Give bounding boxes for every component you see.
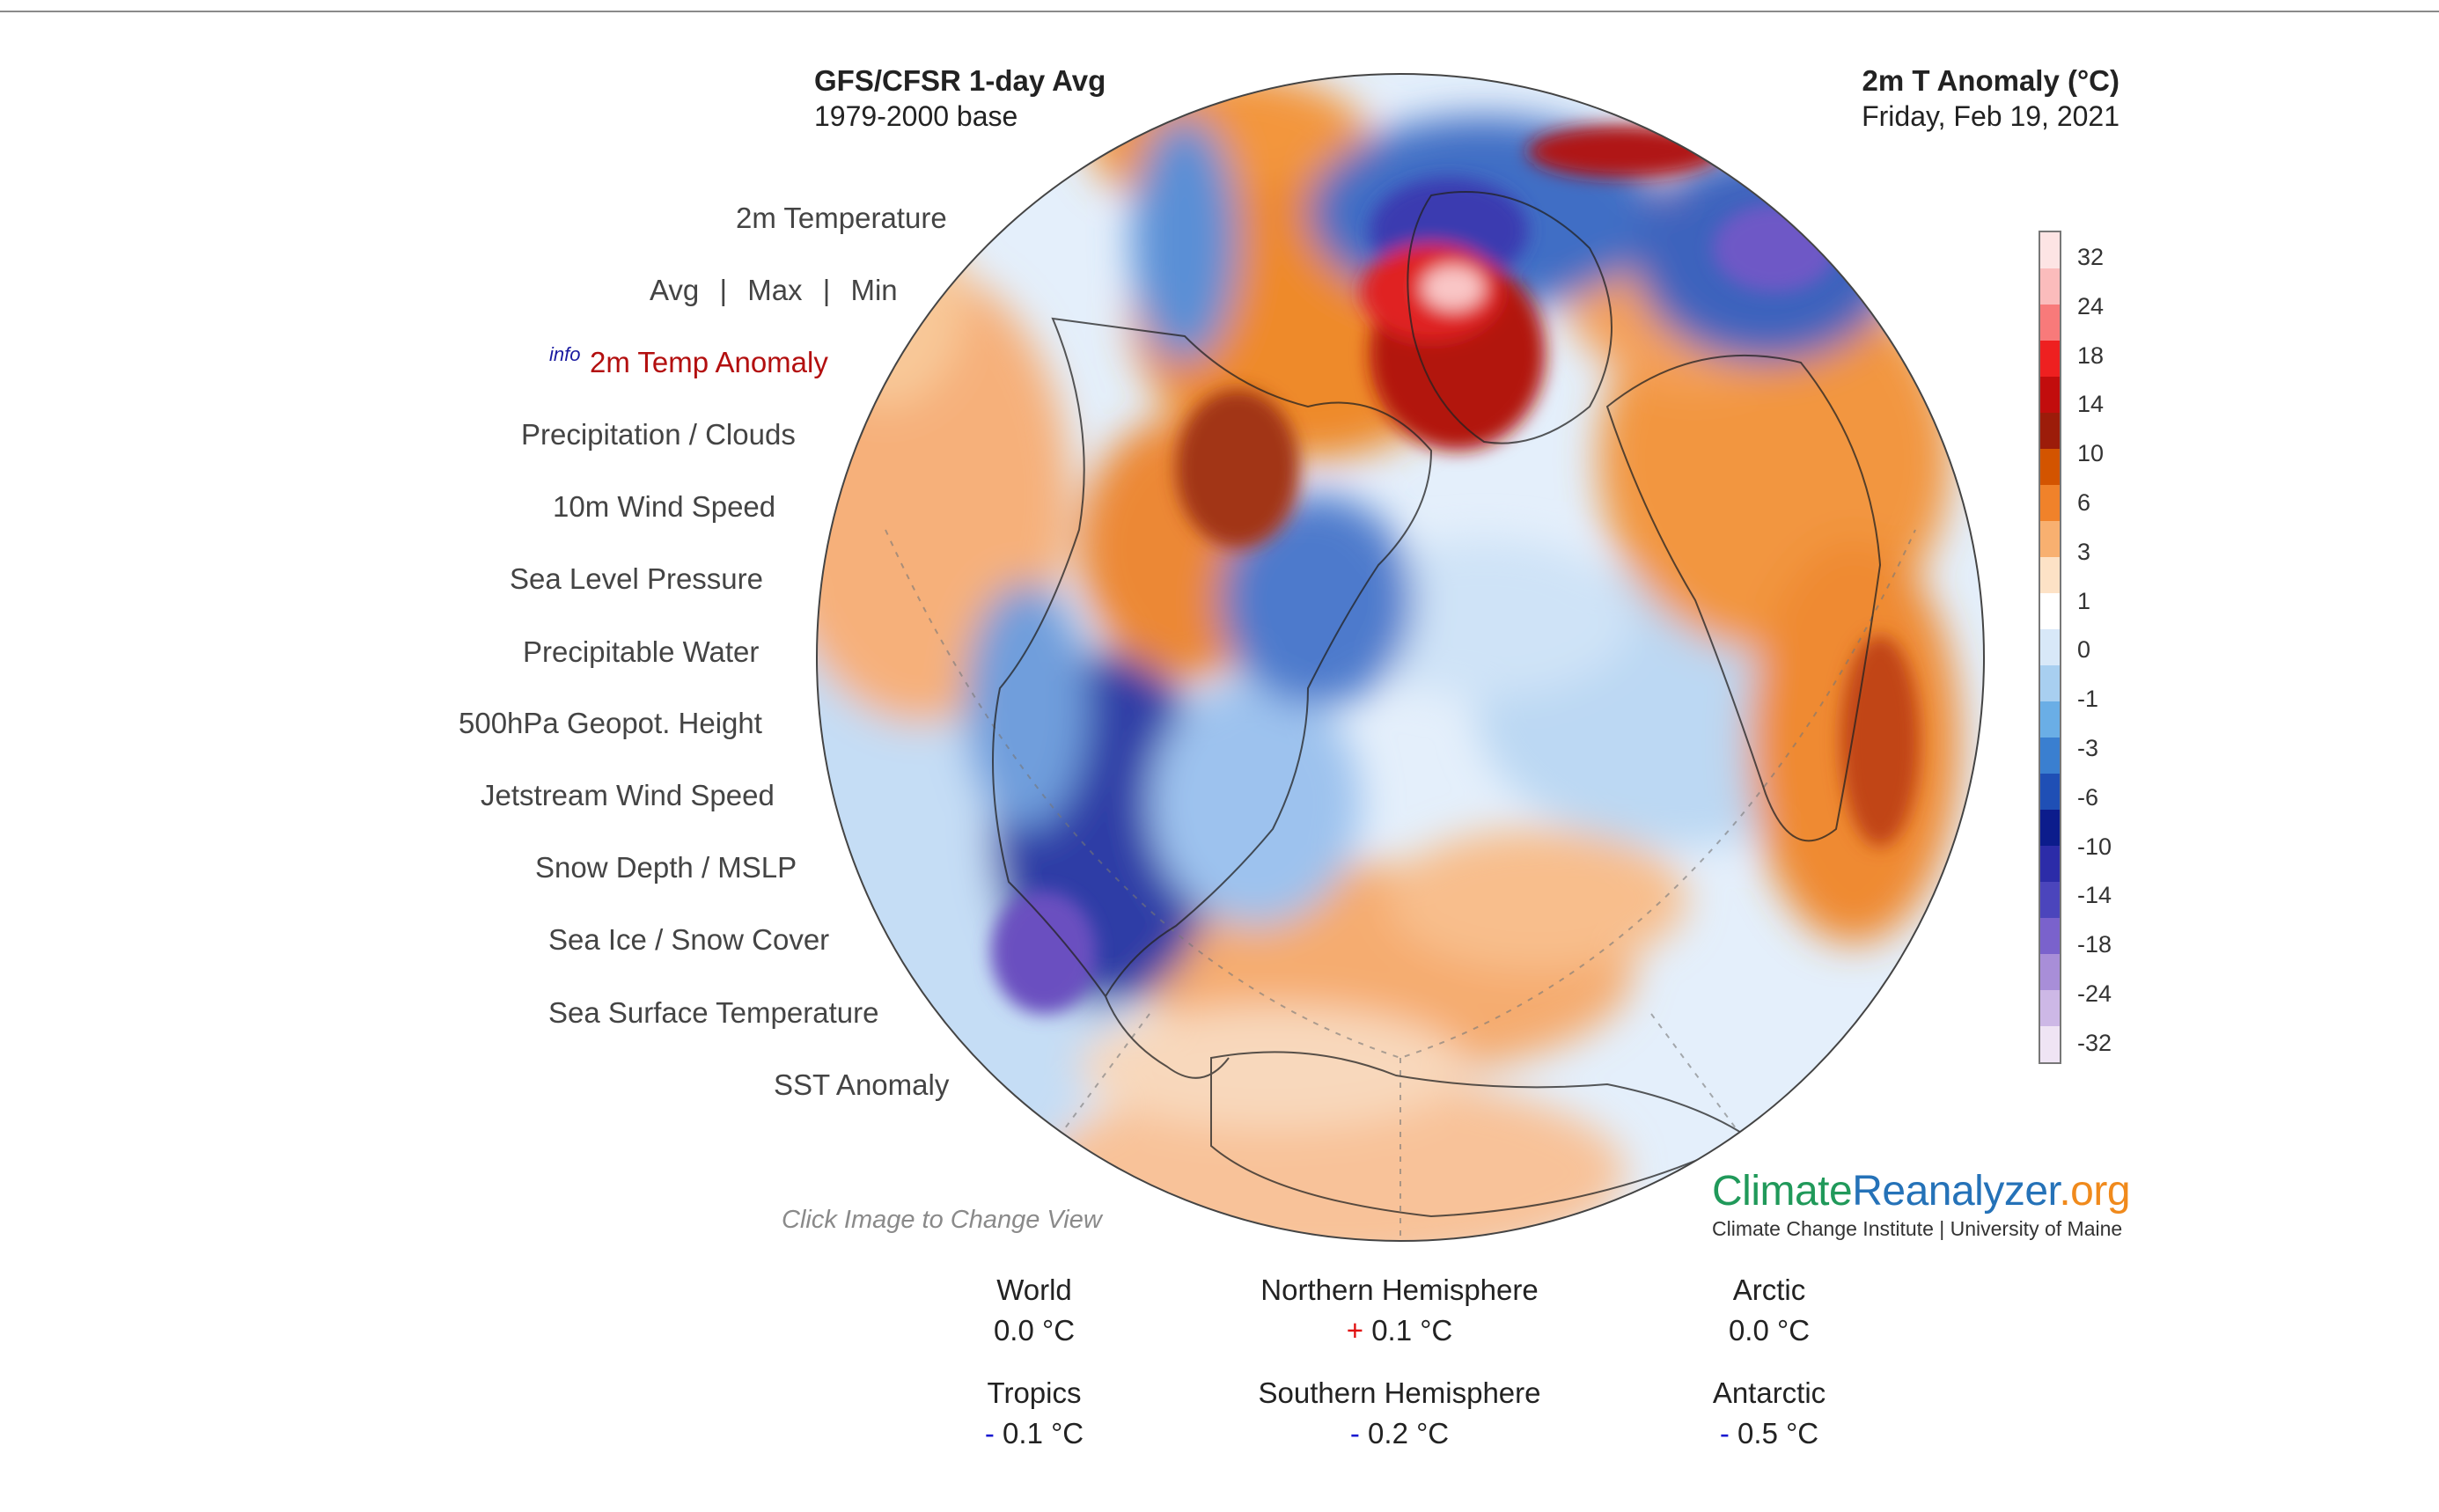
menu-sea-surface-temperature[interactable]: Sea Surface Temperature (548, 996, 879, 1029)
colorbar-tick-label: 24 (2077, 292, 2105, 319)
menu-2m-temperature[interactable]: 2m Temperature (736, 202, 947, 234)
climate-reanalyzer-logo[interactable]: ClimateReanalyzer.org Climate Change Ins… (1712, 1167, 2131, 1241)
colorbar-tick-label: 32 (2077, 244, 2105, 270)
separator: | (719, 274, 728, 306)
colorbar-tick-label: -24 (2077, 980, 2112, 1007)
colorbar-tick-label: 14 (2077, 391, 2105, 418)
colorbar-tick-label: 1 (2077, 587, 2091, 614)
stat-value: - 0.5 °C (1719, 1417, 1819, 1450)
stat-value: - 0.2 °C (1349, 1417, 1450, 1450)
colorbar-tick-label: 0 (2077, 636, 2091, 664)
stat-name: World (996, 1273, 1072, 1306)
stat-value: 0.0 °C (993, 1314, 1076, 1347)
colorbar-swatch (2040, 341, 2060, 377)
colorbar-tick-label: -6 (2077, 783, 2099, 811)
menu-sea-ice-snow-cover[interactable]: Sea Ice / Snow Cover (548, 923, 830, 956)
colorbar-swatch (2040, 593, 2060, 629)
stat-arctic: Arctic 0.0 °C (1690, 1273, 1848, 1347)
stat-name: Arctic (1732, 1273, 1806, 1306)
stat-value: 0.0 °C (1728, 1314, 1811, 1347)
colorbar-tick-label: 6 (2077, 489, 2091, 516)
colorbar-swatch (2040, 232, 2060, 268)
colorbar-swatch (2040, 774, 2060, 810)
top-divider (0, 11, 2439, 12)
menu-min[interactable]: Min (850, 274, 898, 306)
colorbar-tick-label: 10 (2077, 440, 2105, 467)
colorbar-swatch (2040, 846, 2060, 882)
colorbar-tick-label: 18 (2077, 341, 2105, 369)
stat-name: Northern Hemisphere (1260, 1273, 1539, 1306)
menu-max[interactable]: Max (747, 274, 803, 306)
stat-world: World 0.0 °C (959, 1273, 1109, 1347)
map-header-right: 2m T Anomaly (°C) Friday, Feb 19, 2021 (1862, 63, 2119, 134)
model-title: GFS/CFSR 1-day Avg (814, 64, 1106, 97)
colorbar-tick-label: -14 (2077, 882, 2112, 909)
logo-part-org: .org (2059, 1168, 2131, 1215)
stat-name: Tropics (987, 1376, 1082, 1409)
menu-2m-temp-anomaly[interactable]: 2m Temp Anomaly (590, 346, 828, 378)
colorbar-tick-label: -10 (2077, 833, 2112, 860)
colorbar-swatch (2040, 449, 2060, 485)
colorbar-swatch (2040, 485, 2060, 521)
stat-value: + 0.1 °C (1346, 1314, 1453, 1347)
colorbar-swatch (2040, 810, 2060, 846)
stat-value: - 0.1 °C (984, 1417, 1084, 1450)
colorbar-swatch (2040, 305, 2060, 341)
colorbar-swatch (2040, 738, 2060, 774)
menu-sea-level-pressure[interactable]: Sea Level Pressure (510, 562, 763, 595)
map-field (817, 74, 1984, 1241)
colorbar-swatch (2040, 701, 2060, 738)
stat-name: Antarctic (1712, 1376, 1826, 1409)
colorbar-tick-label: -3 (2077, 735, 2099, 761)
sign-minus: - (984, 1417, 995, 1450)
info-link[interactable]: info (549, 343, 581, 365)
colorbar-swatch (2040, 665, 2060, 701)
stat-tropics: Tropics - 0.1 °C (959, 1376, 1109, 1450)
sign-minus: - (1719, 1417, 1730, 1450)
variable-title: 2m T Anomaly (°C) (1862, 64, 2119, 97)
colorbar-swatch (2040, 413, 2060, 449)
colorbar-swatch (2040, 990, 2060, 1026)
colorbar-swatch (2040, 557, 2060, 593)
stat-antarctic: Antarctic - 0.5 °C (1690, 1376, 1848, 1450)
menu-10m-wind-speed[interactable]: 10m Wind Speed (553, 490, 776, 523)
menu-500hpa-geopot-height[interactable]: 500hPa Geopot. Height (459, 707, 762, 739)
colorbar-swatch (2040, 954, 2060, 990)
menu-sst-anomaly[interactable]: SST Anomaly (774, 1068, 950, 1101)
logo-subtitle: Climate Change Institute | University of… (1712, 1217, 2123, 1240)
colorbar-swatch (2040, 629, 2060, 665)
colorbar-tick-label: -32 (2077, 1029, 2112, 1056)
anomaly-colorbar (2039, 231, 2061, 1064)
colorbar-tick-label: -1 (2077, 686, 2099, 713)
anomaly-map[interactable] (815, 72, 1986, 1243)
menu-avg-max-min: Avg | Max | Min (650, 274, 898, 307)
colorbar-tick-label: 3 (2077, 538, 2091, 565)
colorbar-swatch (2040, 521, 2060, 557)
colorbar-swatch (2040, 918, 2060, 954)
colorbar-swatch (2040, 377, 2060, 413)
click-hint: Click Image to Change View (782, 1206, 1102, 1234)
map-date: Friday, Feb 19, 2021 (1862, 100, 2119, 132)
logo-part-reanalyzer: Reanalyzer (1852, 1168, 2060, 1215)
colorbar-swatch (2040, 1026, 2060, 1062)
colorbar-swatch (2040, 882, 2060, 918)
separator: | (822, 274, 831, 306)
stat-southern-hemisphere: Southern Hemisphere - 0.2 °C (1232, 1376, 1567, 1450)
map-header-left: GFS/CFSR 1-day Avg 1979-2000 base (814, 63, 1106, 134)
menu-jetstream-wind-speed[interactable]: Jetstream Wind Speed (481, 779, 775, 811)
colorbar-swatch (2040, 268, 2060, 305)
sign-plus: + (1346, 1314, 1364, 1347)
stat-northern-hemisphere: Northern Hemisphere + 0.1 °C (1232, 1273, 1567, 1347)
logo-part-climate: Climate (1712, 1168, 1853, 1215)
menu-snow-depth-mslp[interactable]: Snow Depth / MSLP (535, 851, 797, 884)
sign-minus: - (1349, 1417, 1360, 1450)
globe-outline (816, 73, 1985, 1242)
stat-name: Southern Hemisphere (1258, 1376, 1541, 1409)
menu-avg[interactable]: Avg (650, 274, 700, 306)
colorbar-tick-label: -18 (2077, 931, 2112, 958)
menu-precipitation-clouds[interactable]: Precipitation / Clouds (521, 418, 796, 451)
menu-precipitable-water[interactable]: Precipitable Water (523, 635, 760, 668)
baseline-label: 1979-2000 base (814, 100, 1018, 132)
